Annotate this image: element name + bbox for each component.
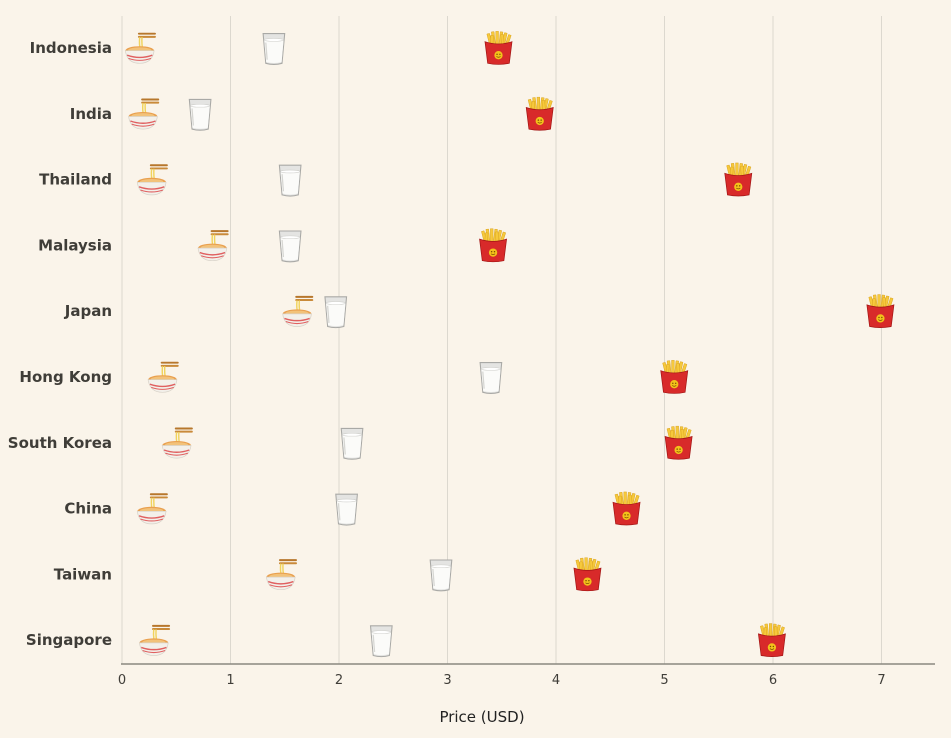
category-label: India [70,105,112,123]
milk-glass-icon [340,427,364,460]
milk-glass-icon [188,98,212,131]
x-tick-label: 5 [660,673,668,688]
french-fries-icon [664,425,693,460]
noodle-bowl-icon [265,558,298,591]
x-tick-label: 7 [877,673,885,688]
milk-glass-icon [369,625,393,658]
noodle-bowl-icon [136,163,169,196]
x-tick-label: 3 [443,673,451,688]
milk-glass-icon [335,493,359,526]
x-tick-label: 6 [769,673,777,688]
milk-glass-icon [278,164,302,197]
grid-lines [121,16,882,664]
noodle-bowl-icon [197,229,230,262]
french-fries-icon [866,294,895,329]
x-axis-ticks: 0 1 2 3 4 5 6 7 [118,673,886,688]
french-fries-icon [484,30,513,65]
noodle-bowl-icon [138,624,171,657]
milk-glass-icon [278,230,302,263]
data-marks [124,30,895,658]
milk-glass-icon [324,296,348,329]
category-label: Taiwan [54,565,112,583]
category-label: Hong Kong [19,368,112,386]
milk-glass-icon [429,559,453,592]
category-label: Malaysia [38,236,112,254]
category-label: Japan [64,302,112,320]
french-fries-icon [724,162,753,197]
x-tick-label: 1 [226,673,234,688]
noodle-bowl-icon [161,426,194,459]
x-axis-title: Price (USD) [439,708,524,726]
french-fries-icon [525,96,554,131]
y-axis-labels: Indonesia India Thailand Malaysia Japan Hong … [8,39,112,649]
noodle-bowl-icon [127,97,160,130]
noodle-bowl-icon [124,31,157,65]
french-fries-icon [479,228,508,263]
x-tick-label: 2 [335,673,343,688]
french-fries-icon [757,623,786,658]
milk-glass-icon [262,32,286,66]
x-tick-label: 4 [552,673,560,688]
french-fries-icon [612,491,641,526]
category-label: South Korea [8,434,112,452]
x-tick-label: 0 [118,673,126,688]
noodle-bowl-icon [147,360,180,394]
french-fries-icon [573,557,602,592]
french-fries-icon [660,359,689,394]
category-label: Thailand [39,171,112,189]
noodle-bowl-icon [281,295,314,328]
milk-glass-icon [479,361,503,395]
noodle-bowl-icon [136,492,169,525]
category-label: China [64,500,112,518]
category-label: Indonesia [30,39,112,57]
category-label: Singapore [26,631,112,649]
